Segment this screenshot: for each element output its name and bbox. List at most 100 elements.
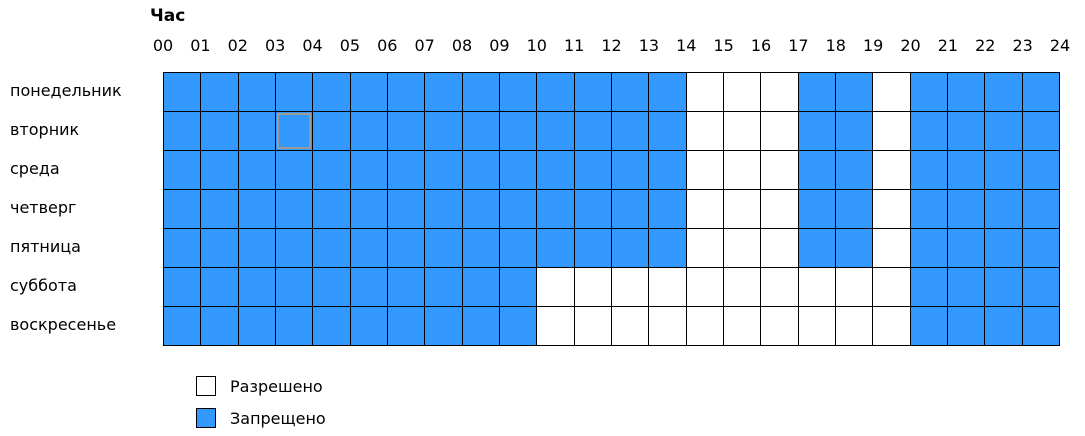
schedule-cell-пятница-08[interactable] [462,229,500,268]
schedule-cell-воскресенье-05[interactable] [350,307,388,346]
schedule-cell-вторник-06[interactable] [387,112,426,151]
schedule-cell-вторник-23[interactable] [1022,112,1060,151]
schedule-cell-суббота-22[interactable] [985,268,1023,307]
schedule-cell-пятница-07[interactable] [425,229,463,268]
schedule-cell-четверг-00[interactable] [164,190,202,229]
schedule-cell-суббота-11[interactable] [574,268,612,307]
schedule-cell-вторник-10[interactable] [537,112,575,151]
schedule-cell-понедельник-13[interactable] [649,73,687,112]
schedule-grid[interactable] [163,72,1060,346]
schedule-cell-вторник-12[interactable] [611,112,650,151]
schedule-cell-среда-00[interactable] [164,151,202,190]
schedule-cell-воскресенье-23[interactable] [1022,307,1060,346]
schedule-cell-вторник-03[interactable] [275,112,314,151]
schedule-cell-четверг-18[interactable] [835,190,874,229]
schedule-cell-четверг-06[interactable] [387,190,426,229]
schedule-cell-четверг-21[interactable] [947,190,986,229]
schedule-cell-суббота-15[interactable] [723,268,762,307]
schedule-cell-пятница-06[interactable] [387,229,426,268]
schedule-cell-суббота-23[interactable] [1022,268,1060,307]
schedule-cell-воскресенье-07[interactable] [425,307,463,346]
schedule-cell-четверг-19[interactable] [873,190,911,229]
schedule-cell-понедельник-00[interactable] [164,73,202,112]
schedule-cell-пятница-23[interactable] [1022,229,1060,268]
schedule-cell-воскресенье-00[interactable] [164,307,202,346]
schedule-cell-пятница-09[interactable] [499,229,538,268]
schedule-cell-среда-10[interactable] [537,151,575,190]
schedule-cell-пятница-04[interactable] [313,229,351,268]
schedule-cell-понедельник-15[interactable] [723,73,762,112]
schedule-cell-пятница-17[interactable] [798,229,836,268]
schedule-cell-вторник-16[interactable] [761,112,799,151]
schedule-cell-среда-02[interactable] [238,151,276,190]
schedule-cell-среда-04[interactable] [313,151,351,190]
schedule-cell-четверг-16[interactable] [761,190,799,229]
schedule-cell-понедельник-19[interactable] [873,73,911,112]
schedule-cell-вторник-14[interactable] [686,112,724,151]
schedule-cell-пятница-11[interactable] [574,229,612,268]
schedule-cell-понедельник-16[interactable] [761,73,799,112]
schedule-cell-среда-19[interactable] [873,151,911,190]
schedule-cell-вторник-17[interactable] [798,112,836,151]
schedule-cell-вторник-19[interactable] [873,112,911,151]
schedule-cell-пятница-01[interactable] [201,229,239,268]
schedule-cell-четверг-12[interactable] [611,190,650,229]
schedule-cell-воскресенье-12[interactable] [611,307,650,346]
schedule-cell-вторник-00[interactable] [164,112,202,151]
schedule-cell-пятница-12[interactable] [611,229,650,268]
schedule-cell-вторник-15[interactable] [723,112,762,151]
schedule-cell-суббота-13[interactable] [649,268,687,307]
schedule-cell-пятница-05[interactable] [350,229,388,268]
schedule-cell-воскресенье-19[interactable] [873,307,911,346]
schedule-cell-вторник-01[interactable] [201,112,239,151]
schedule-cell-пятница-13[interactable] [649,229,687,268]
schedule-cell-среда-17[interactable] [798,151,836,190]
schedule-cell-пятница-00[interactable] [164,229,202,268]
schedule-cell-суббота-20[interactable] [910,268,948,307]
schedule-cell-вторник-18[interactable] [835,112,874,151]
schedule-cell-воскресенье-09[interactable] [499,307,538,346]
schedule-cell-воскресенье-15[interactable] [723,307,762,346]
schedule-cell-пятница-21[interactable] [947,229,986,268]
schedule-cell-понедельник-21[interactable] [947,73,986,112]
schedule-cell-суббота-04[interactable] [313,268,351,307]
schedule-cell-воскресенье-01[interactable] [201,307,239,346]
schedule-cell-четверг-22[interactable] [985,190,1023,229]
schedule-cell-воскресенье-02[interactable] [238,307,276,346]
schedule-cell-воскресенье-08[interactable] [462,307,500,346]
schedule-cell-вторник-02[interactable] [238,112,276,151]
schedule-cell-воскресенье-22[interactable] [985,307,1023,346]
schedule-cell-пятница-19[interactable] [873,229,911,268]
schedule-cell-воскресенье-10[interactable] [537,307,575,346]
schedule-cell-воскресенье-18[interactable] [835,307,874,346]
schedule-cell-суббота-21[interactable] [947,268,986,307]
schedule-cell-вторник-04[interactable] [313,112,351,151]
schedule-cell-суббота-00[interactable] [164,268,202,307]
schedule-cell-пятница-14[interactable] [686,229,724,268]
schedule-cell-среда-23[interactable] [1022,151,1060,190]
schedule-cell-суббота-01[interactable] [201,268,239,307]
schedule-cell-среда-20[interactable] [910,151,948,190]
schedule-cell-воскресенье-17[interactable] [798,307,836,346]
schedule-cell-среда-18[interactable] [835,151,874,190]
schedule-cell-понедельник-06[interactable] [387,73,426,112]
schedule-cell-четверг-09[interactable] [499,190,538,229]
schedule-cell-четверг-03[interactable] [275,190,314,229]
schedule-cell-пятница-02[interactable] [238,229,276,268]
schedule-cell-понедельник-12[interactable] [611,73,650,112]
schedule-cell-воскресенье-21[interactable] [947,307,986,346]
schedule-cell-среда-13[interactable] [649,151,687,190]
schedule-cell-пятница-18[interactable] [835,229,874,268]
schedule-cell-воскресенье-13[interactable] [649,307,687,346]
schedule-cell-суббота-18[interactable] [835,268,874,307]
schedule-cell-суббота-05[interactable] [350,268,388,307]
schedule-cell-суббота-19[interactable] [873,268,911,307]
schedule-cell-суббота-07[interactable] [425,268,463,307]
schedule-cell-понедельник-02[interactable] [238,73,276,112]
schedule-cell-вторник-09[interactable] [499,112,538,151]
schedule-cell-понедельник-09[interactable] [499,73,538,112]
schedule-cell-среда-09[interactable] [499,151,538,190]
schedule-cell-понедельник-18[interactable] [835,73,874,112]
schedule-cell-пятница-15[interactable] [723,229,762,268]
schedule-cell-понедельник-17[interactable] [798,73,836,112]
